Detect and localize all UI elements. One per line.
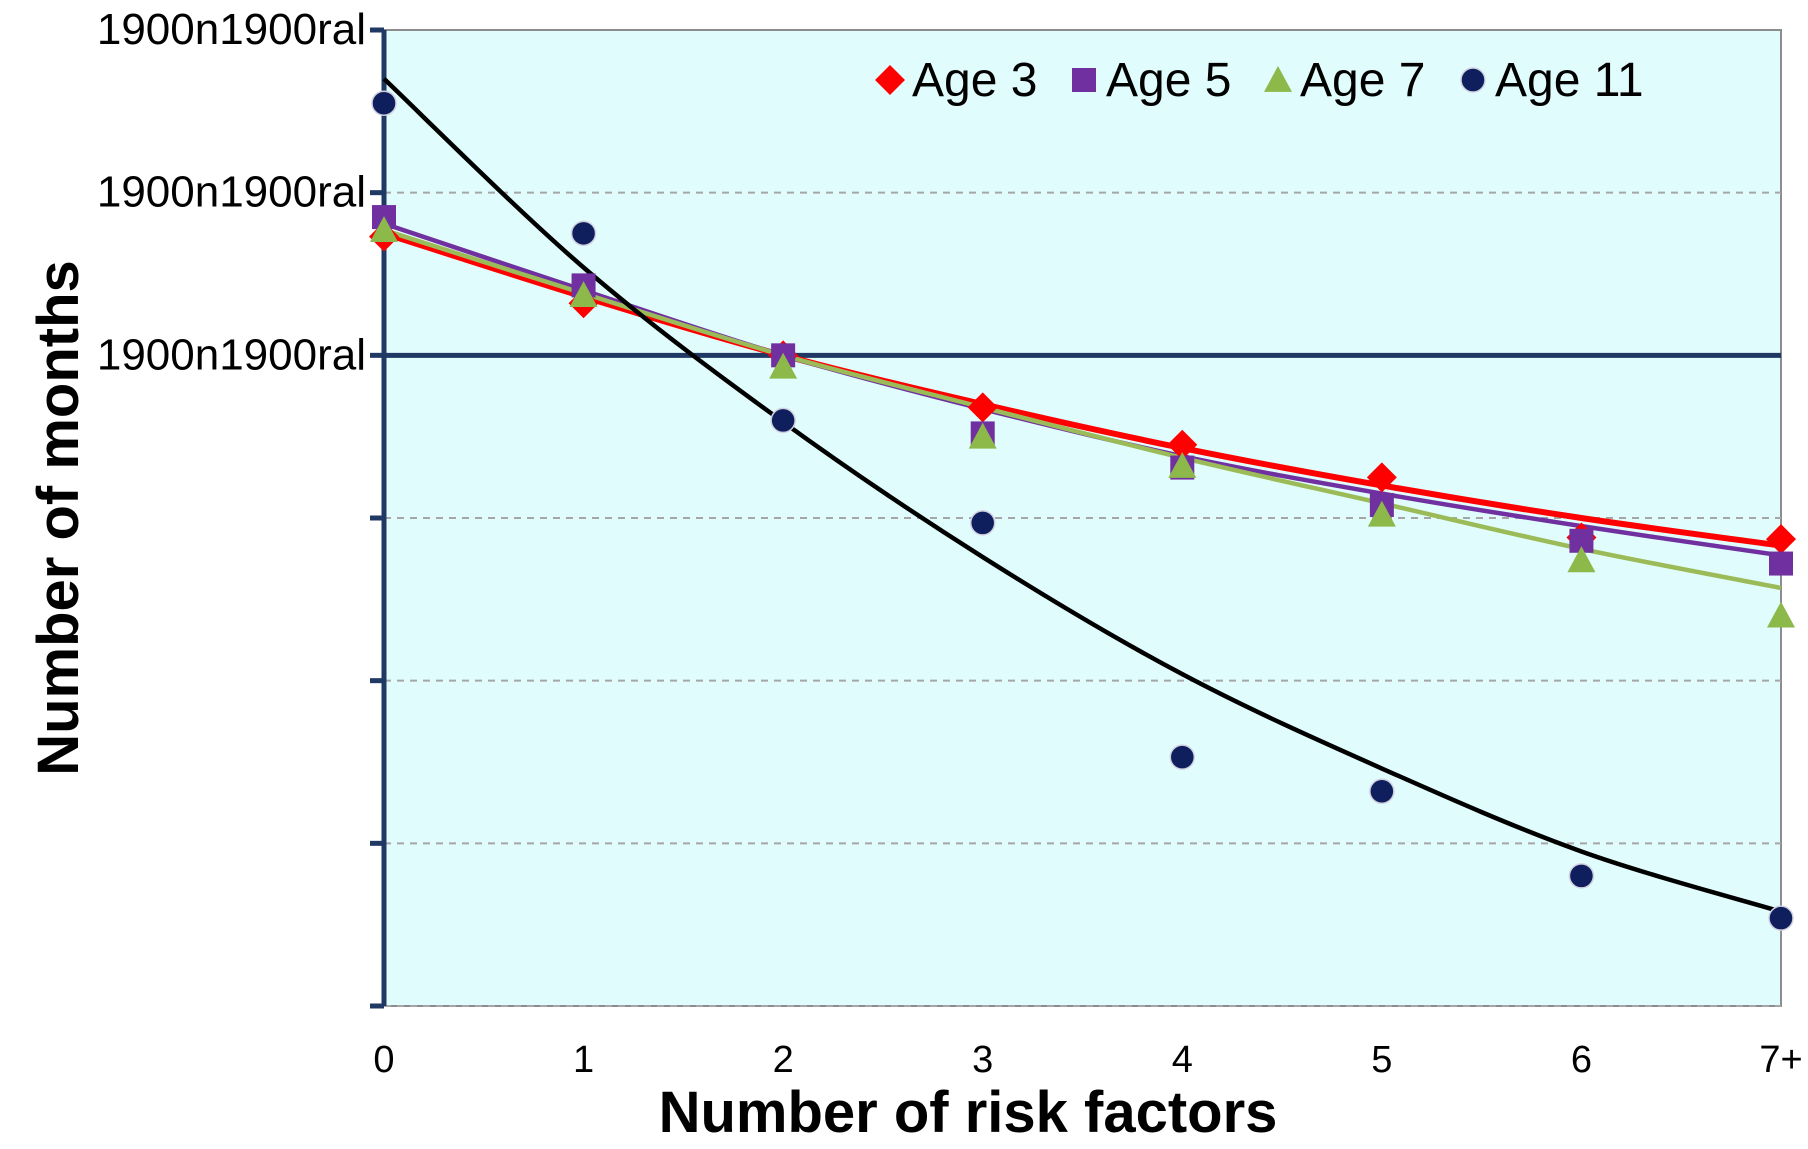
- legend-marker-age-7: [1264, 66, 1292, 92]
- y-axis-title: Number of months: [26, 260, 91, 776]
- x-tick-label: 4: [1172, 1039, 1193, 1081]
- point-age-11: [1768, 905, 1794, 931]
- y-tick-label: 1900n1900ral: [97, 5, 366, 54]
- y-axis: [370, 27, 387, 1009]
- point-age-11: [770, 407, 796, 434]
- legend-label-age-5: Age 5: [1106, 54, 1231, 107]
- x-tick-label: 2: [773, 1039, 794, 1081]
- point-age-7: [1767, 601, 1795, 628]
- point-age-11: [570, 220, 597, 247]
- point-age-7: [1567, 546, 1596, 573]
- legend-label-age-3: Age 3: [912, 54, 1037, 107]
- point-age-7: [1367, 500, 1396, 527]
- point-age-11: [1169, 744, 1196, 770]
- legend-marker-age-3: [875, 65, 905, 95]
- legend-item-age-3: Age 3: [875, 54, 1037, 107]
- x-axis-title: Number of risk factors: [659, 1080, 1278, 1145]
- data-markers: [369, 90, 1796, 931]
- x-tick-label: 5: [1371, 1039, 1392, 1081]
- point-age-7: [569, 281, 598, 308]
- plot-area: [383, 29, 1782, 1007]
- legend-marker-age-5: [1072, 68, 1096, 92]
- x-tick-label: 3: [972, 1039, 993, 1081]
- point-age-5: [1769, 551, 1793, 576]
- series-age-11: [371, 90, 1794, 931]
- point-age-11: [1369, 778, 1395, 805]
- legend-item-age-5: Age 5: [1072, 54, 1231, 107]
- point-age-7: [769, 352, 798, 379]
- legend-marker-age-11: [1460, 67, 1486, 93]
- y-tick-label: 1900n1900ral: [97, 168, 366, 217]
- legend-label-age-11: Age 11: [1495, 54, 1644, 107]
- trendline-age-7: [383, 227, 1782, 591]
- x-tick-label: 1: [573, 1039, 594, 1081]
- series-age-7: [370, 216, 1795, 628]
- x-tick-label: 0: [373, 1039, 394, 1081]
- point-age-3: [1167, 429, 1198, 460]
- x-axis-tick-labels: 0 1 2 3 4 5 6 7+: [373, 1039, 1802, 1081]
- legend-item-age-11: Age 11: [1460, 54, 1644, 107]
- point-age-7: [968, 422, 997, 449]
- point-age-3: [967, 392, 998, 423]
- y-axis-tick-labels: 1900n1900ral 1900n1900ral 1900n1900ral: [97, 5, 366, 379]
- x-tick-label: 7+: [1759, 1039, 1802, 1081]
- point-age-11: [969, 510, 996, 536]
- point-age-3: [1766, 524, 1796, 555]
- legend-label-age-7: Age 7: [1300, 54, 1425, 107]
- legend-item-age-7: Age 7: [1264, 54, 1425, 107]
- point-age-7: [370, 216, 398, 242]
- legend: Age 3 Age 5 Age 7 Age 11: [875, 54, 1644, 107]
- y-tick-label: 1900n1900ral: [97, 330, 366, 379]
- trendline-age-3: [383, 230, 1782, 549]
- point-age-7: [1168, 451, 1197, 478]
- point-age-11: [1568, 863, 1595, 889]
- point-age-3: [1366, 462, 1397, 493]
- point-age-11: [371, 90, 397, 116]
- x-tick-label: 6: [1571, 1039, 1592, 1081]
